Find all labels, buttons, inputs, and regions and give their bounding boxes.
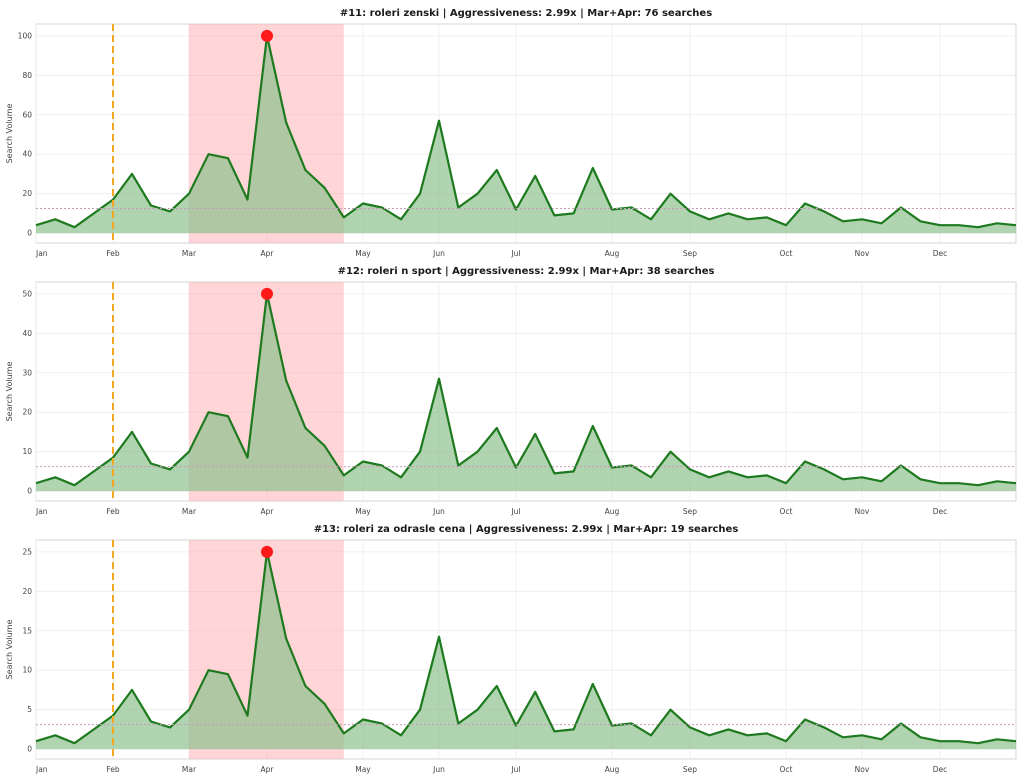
series-line xyxy=(35,550,1017,745)
x-tick-label: Jan xyxy=(35,507,48,516)
x-tick-label: Mar xyxy=(182,249,197,258)
x-tick-label: Mar xyxy=(182,507,197,516)
x-tick-label: Nov xyxy=(855,507,870,516)
x-tick-label: Jun xyxy=(432,765,445,774)
x-tick-label: Nov xyxy=(855,765,870,774)
y-tick-label: 20 xyxy=(22,408,32,417)
peak-marker xyxy=(261,287,273,300)
x-tick-label: Jan xyxy=(35,765,48,774)
x-tick-label: Sep xyxy=(683,249,697,258)
y-tick-label: 0 xyxy=(27,745,32,754)
y-axis-label: Search Volume xyxy=(5,362,14,422)
x-tick-label: Apr xyxy=(261,507,275,516)
chart-title: #11: roleri zenski | Aggressiveness: 2.9… xyxy=(340,8,712,19)
x-tick-label: May xyxy=(355,249,371,258)
x-tick-label: Dec xyxy=(933,507,948,516)
y-tick-label: 100 xyxy=(18,31,33,40)
y-axis-label: Search Volume xyxy=(5,620,14,680)
x-tick-label: Aug xyxy=(605,507,620,516)
series-line xyxy=(35,34,1017,229)
x-tick-label: Dec xyxy=(933,765,948,774)
chart-panel-3: #13: roleri za odrasle cena | Aggressive… xyxy=(5,524,1017,774)
y-tick-label: 10 xyxy=(22,666,32,675)
x-tick-label: Oct xyxy=(780,507,793,516)
x-tick-label: Nov xyxy=(855,249,870,258)
x-tick-label: Jun xyxy=(432,249,445,258)
y-tick-label: 30 xyxy=(22,368,32,377)
x-tick-label: Jul xyxy=(510,507,520,516)
y-axis-label: Search Volume xyxy=(5,104,14,164)
y-tick-label: 60 xyxy=(22,110,32,119)
y-tick-label: 40 xyxy=(22,329,32,338)
y-tick-label: 5 xyxy=(27,705,32,714)
peak-marker xyxy=(261,545,273,558)
x-tick-label: Aug xyxy=(605,249,620,258)
chart-title: #13: roleri za odrasle cena | Aggressive… xyxy=(314,524,739,535)
x-tick-label: Mar xyxy=(182,765,197,774)
x-tick-label: May xyxy=(355,507,371,516)
series-area xyxy=(36,293,1016,492)
y-tick-label: 0 xyxy=(27,229,32,238)
x-tick-label: Aug xyxy=(605,765,620,774)
chart-title: #12: roleri n sport | Aggressiveness: 2.… xyxy=(338,266,715,277)
series-area xyxy=(36,35,1016,234)
x-tick-label: Sep xyxy=(683,765,697,774)
x-tick-label: Feb xyxy=(106,507,120,516)
y-tick-label: 80 xyxy=(22,71,32,80)
x-tick-label: Apr xyxy=(261,249,275,258)
x-tick-label: Feb xyxy=(106,765,120,774)
x-tick-label: Jul xyxy=(510,765,520,774)
x-tick-label: May xyxy=(355,765,371,774)
y-tick-label: 10 xyxy=(22,447,32,456)
series-line xyxy=(35,292,1017,487)
y-tick-label: 0 xyxy=(27,487,32,496)
x-tick-label: Feb xyxy=(106,249,120,258)
y-tick-label: 15 xyxy=(22,626,32,635)
x-tick-label: Dec xyxy=(933,249,948,258)
x-tick-label: Apr xyxy=(261,765,275,774)
x-tick-label: Jan xyxy=(35,249,48,258)
x-tick-label: Oct xyxy=(780,249,793,258)
x-tick-label: Sep xyxy=(683,507,697,516)
x-tick-label: Jun xyxy=(432,507,445,516)
chart-panel-2: #12: roleri n sport | Aggressiveness: 2.… xyxy=(5,266,1017,516)
series-area xyxy=(36,551,1016,750)
x-tick-label: Oct xyxy=(780,765,793,774)
peak-marker xyxy=(261,29,273,42)
y-tick-label: 20 xyxy=(22,189,32,198)
y-tick-label: 25 xyxy=(22,547,32,556)
y-tick-label: 50 xyxy=(22,289,32,298)
x-tick-label: Jul xyxy=(510,249,520,258)
chart-panel-1: #11: roleri zenski | Aggressiveness: 2.9… xyxy=(5,8,1017,258)
y-tick-label: 20 xyxy=(22,587,32,596)
y-tick-label: 40 xyxy=(22,150,32,159)
